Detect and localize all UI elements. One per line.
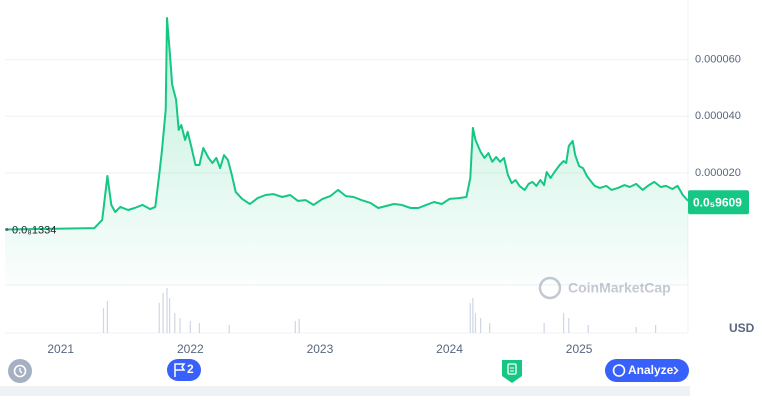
volume-bar bbox=[474, 313, 477, 333]
volume-bar bbox=[294, 321, 296, 333]
x-tick-label: 2024 bbox=[436, 342, 463, 356]
bottom-strip bbox=[0, 386, 690, 396]
events-button[interactable]: 2 bbox=[167, 359, 201, 381]
history-icon bbox=[13, 364, 27, 378]
x-tick-label: 2022 bbox=[177, 342, 204, 356]
volume-bar bbox=[198, 323, 201, 333]
watermark-logo bbox=[538, 276, 562, 300]
currency-label: USD bbox=[729, 321, 755, 335]
analyze-pill[interactable] bbox=[605, 359, 689, 382]
price-area bbox=[5, 18, 688, 285]
volume-bar bbox=[189, 321, 191, 333]
volume-bar bbox=[174, 313, 176, 333]
flag-icon bbox=[174, 363, 186, 377]
volume-bar bbox=[228, 325, 230, 333]
history-button[interactable] bbox=[8, 359, 32, 383]
analyze-button[interactable]: Analyze bbox=[605, 359, 689, 382]
volume-bar bbox=[472, 298, 474, 333]
volume-bar bbox=[587, 325, 589, 333]
volume-bar bbox=[480, 318, 482, 333]
volume-bar bbox=[654, 325, 657, 333]
x-tick-label: 2025 bbox=[566, 342, 593, 356]
start-price-label: 0.0₈1334 bbox=[12, 224, 56, 236]
volume-bar bbox=[166, 288, 168, 333]
y-tick-label: 0.000060 bbox=[695, 54, 741, 66]
volume-bar bbox=[106, 301, 108, 333]
x-tick-label: 2023 bbox=[307, 342, 334, 356]
volume-bar bbox=[489, 323, 491, 333]
watermark-text: CoinMarketCap bbox=[568, 280, 671, 296]
history-icon-hands bbox=[19, 368, 23, 374]
y-tick-label: 0.000020 bbox=[695, 167, 741, 179]
analyze-icon bbox=[612, 364, 626, 377]
current-price-badge bbox=[688, 190, 749, 215]
news-button[interactable] bbox=[502, 360, 522, 383]
volume-bar bbox=[179, 318, 181, 333]
volume-bar bbox=[162, 293, 164, 333]
price-line bbox=[4, 17, 689, 231]
volume-bar bbox=[102, 308, 105, 333]
price-line bbox=[4, 17, 689, 285]
events-count: 2 bbox=[187, 362, 194, 376]
volume bbox=[102, 288, 657, 333]
current-price-label: 0.0₅9609 bbox=[693, 195, 742, 209]
start-price-dot bbox=[5, 228, 9, 232]
volume-bar bbox=[568, 318, 570, 333]
volume-bar bbox=[168, 298, 171, 333]
y-tick-label: 0.000040 bbox=[695, 110, 741, 122]
watermark: CoinMarketCap bbox=[538, 276, 671, 300]
volume-bar bbox=[635, 327, 637, 333]
grid bbox=[5, 59, 688, 174]
volume-bar bbox=[158, 303, 160, 333]
analyze-label: Analyze bbox=[628, 363, 674, 377]
x-tick-label: 2021 bbox=[47, 342, 74, 356]
volume-bar bbox=[298, 319, 300, 333]
volume-bar bbox=[543, 323, 545, 333]
analyze-chevron bbox=[673, 366, 679, 375]
volume-bar bbox=[562, 313, 565, 333]
volume-bar bbox=[469, 303, 471, 333]
doc-icon bbox=[507, 363, 517, 375]
